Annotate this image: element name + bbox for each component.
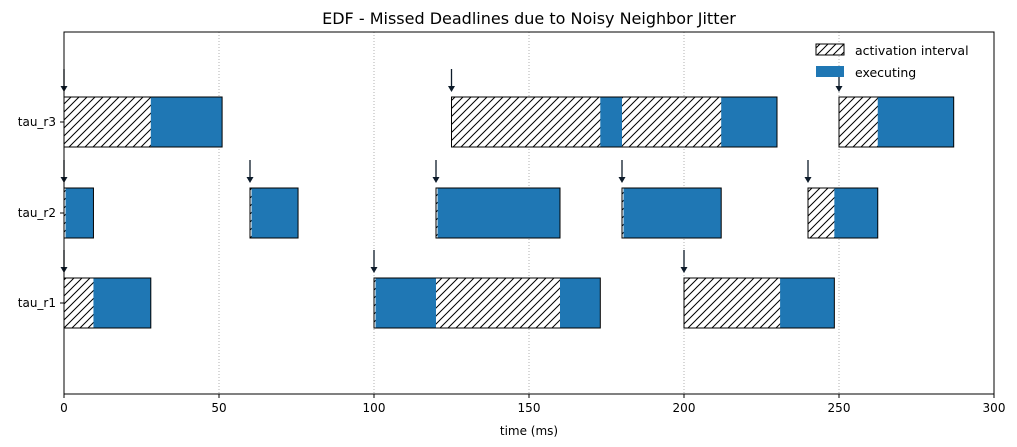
executing-bar — [623, 188, 722, 238]
activation-outline — [451, 96, 778, 148]
release-arrow — [370, 250, 378, 273]
executing-bar — [877, 97, 954, 147]
x-tick-label: 150 — [518, 401, 541, 415]
release-arrow — [432, 160, 440, 183]
y-axis-ticks: tau_r3 tau_r2 tau_r1 — [18, 115, 64, 310]
legend: activation interval executing — [815, 43, 969, 80]
activation-outline — [838, 96, 955, 148]
executing-bar — [780, 278, 835, 328]
x-axis-label: time (ms) — [500, 424, 558, 438]
y-tick-label: tau_r2 — [18, 206, 56, 220]
executing-bar — [437, 188, 560, 238]
executing-bar — [375, 278, 436, 328]
legend-label-activation: activation interval — [855, 43, 969, 58]
x-tick-label: 0 — [60, 401, 68, 415]
executing-bar — [65, 188, 94, 238]
task-bars — [63, 96, 955, 329]
executing-bar — [251, 188, 299, 238]
chart-title: EDF - Missed Deadlines due to Noisy Neig… — [322, 9, 736, 28]
executing-bar — [93, 278, 151, 328]
y-tick-label: tau_r1 — [18, 296, 56, 310]
x-tick-label: 200 — [673, 401, 696, 415]
release-arrow — [618, 160, 626, 183]
x-tick-label: 100 — [363, 401, 386, 415]
release-arrow — [246, 160, 254, 183]
legend-swatch-activation — [815, 43, 845, 56]
activation-outline — [373, 277, 601, 329]
activation-outline — [807, 187, 879, 239]
x-axis-ticks: 0 50 100 150 200 250 300 — [60, 394, 1005, 415]
activation-outline — [435, 187, 561, 239]
x-tick-label: 50 — [211, 401, 226, 415]
executing-bar — [600, 97, 622, 147]
executing-bar — [721, 97, 777, 147]
x-tick-label: 300 — [983, 401, 1006, 415]
release-arrow — [804, 160, 812, 183]
y-tick-label: tau_r3 — [18, 115, 56, 129]
executing-bar — [560, 278, 601, 328]
executing-bar — [150, 97, 223, 147]
executing-bar — [834, 188, 878, 238]
legend-label-executing: executing — [855, 65, 916, 80]
activation-outline — [683, 277, 835, 329]
activation-outline — [249, 187, 299, 239]
x-tick-label: 250 — [828, 401, 851, 415]
legend-swatch-executing — [816, 66, 844, 77]
release-arrow — [448, 69, 455, 92]
activation-outline — [621, 187, 722, 239]
release-arrow — [680, 250, 688, 273]
